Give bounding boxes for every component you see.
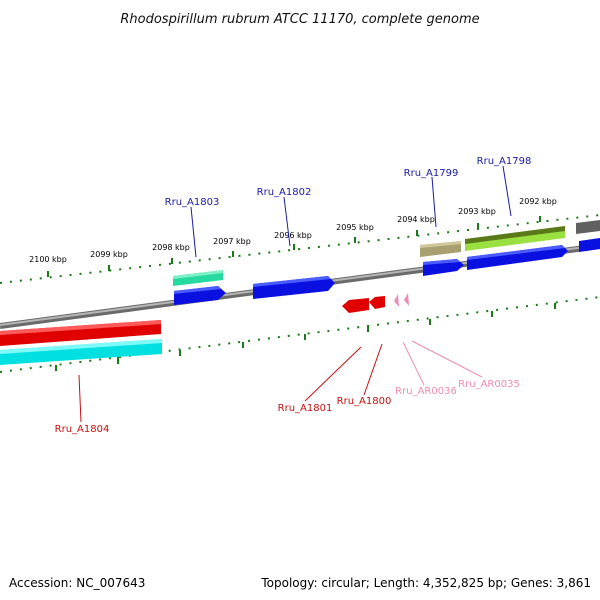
gene-label-rru-a1803[interactable]: Rru_A1803 [165,197,220,208]
gene-label-rru-ar0035[interactable]: Rru_AR0035 [458,379,520,390]
gene-feature-rru-a1801[interactable] [342,298,369,313]
forward-tick-ruler [0,214,600,284]
gene-feature-rru-ar0036[interactable] [394,294,399,307]
genome-title: Rhodospirillum rubrum ATCC 11170, comple… [120,12,479,27]
tick-label: 2093 kbp [458,207,496,216]
gene-label-rru-ar0036[interactable]: Rru_AR0036 [395,386,457,397]
tick-label: 2098 kbp [152,243,190,252]
tick-label: 2094 kbp [397,215,435,224]
gene-label-rru-a1802[interactable]: Rru_A1802 [257,187,312,198]
gene-label-rru-a1804[interactable]: Rru_A1804 [55,424,110,435]
gene-labels: Rru_A1803 Rru_A1802 Rru_A1799 Rru_A1798 … [55,156,532,435]
gene-label-rru-a1799[interactable]: Rru_A1799 [404,168,459,179]
gene-feature-rru-a1798[interactable] [467,245,568,270]
tick-label: 2096 kbp [274,231,312,240]
topology-text: Topology: circular; Length: 4,352,825 bp… [260,576,591,590]
gene-label-rru-a1801[interactable]: Rru_A1801 [278,403,333,414]
gene-feature-rru-ar0035[interactable] [404,293,409,306]
tick-label: 2100 kbp [29,255,67,264]
forward-features [173,220,600,305]
tick-label: 2092 kbp [519,197,557,206]
gene-feature-blue-edge[interactable] [579,238,600,252]
gene-feature-rru-a1802[interactable] [253,276,335,299]
callout-lines [78,165,512,423]
tick-label: 2097 kbp [213,237,251,246]
tick-label: 2099 kbp [90,250,128,259]
gene-feature-rru-a1800[interactable] [369,296,385,309]
tick-label: 2095 kbp [336,223,374,232]
reverse-features [0,293,409,365]
reverse-tick-ruler [0,296,600,373]
gene-label-rru-a1800[interactable]: Rru_A1800 [337,396,392,407]
gene-label-rru-a1798[interactable]: Rru_A1798 [477,156,532,167]
tick-labels: 2100 kbp 2099 kbp 2098 kbp 2097 kbp 2096… [29,197,557,264]
accession-text: Accession: NC_007643 [9,576,145,590]
gene-feature-gray[interactable] [576,220,600,234]
